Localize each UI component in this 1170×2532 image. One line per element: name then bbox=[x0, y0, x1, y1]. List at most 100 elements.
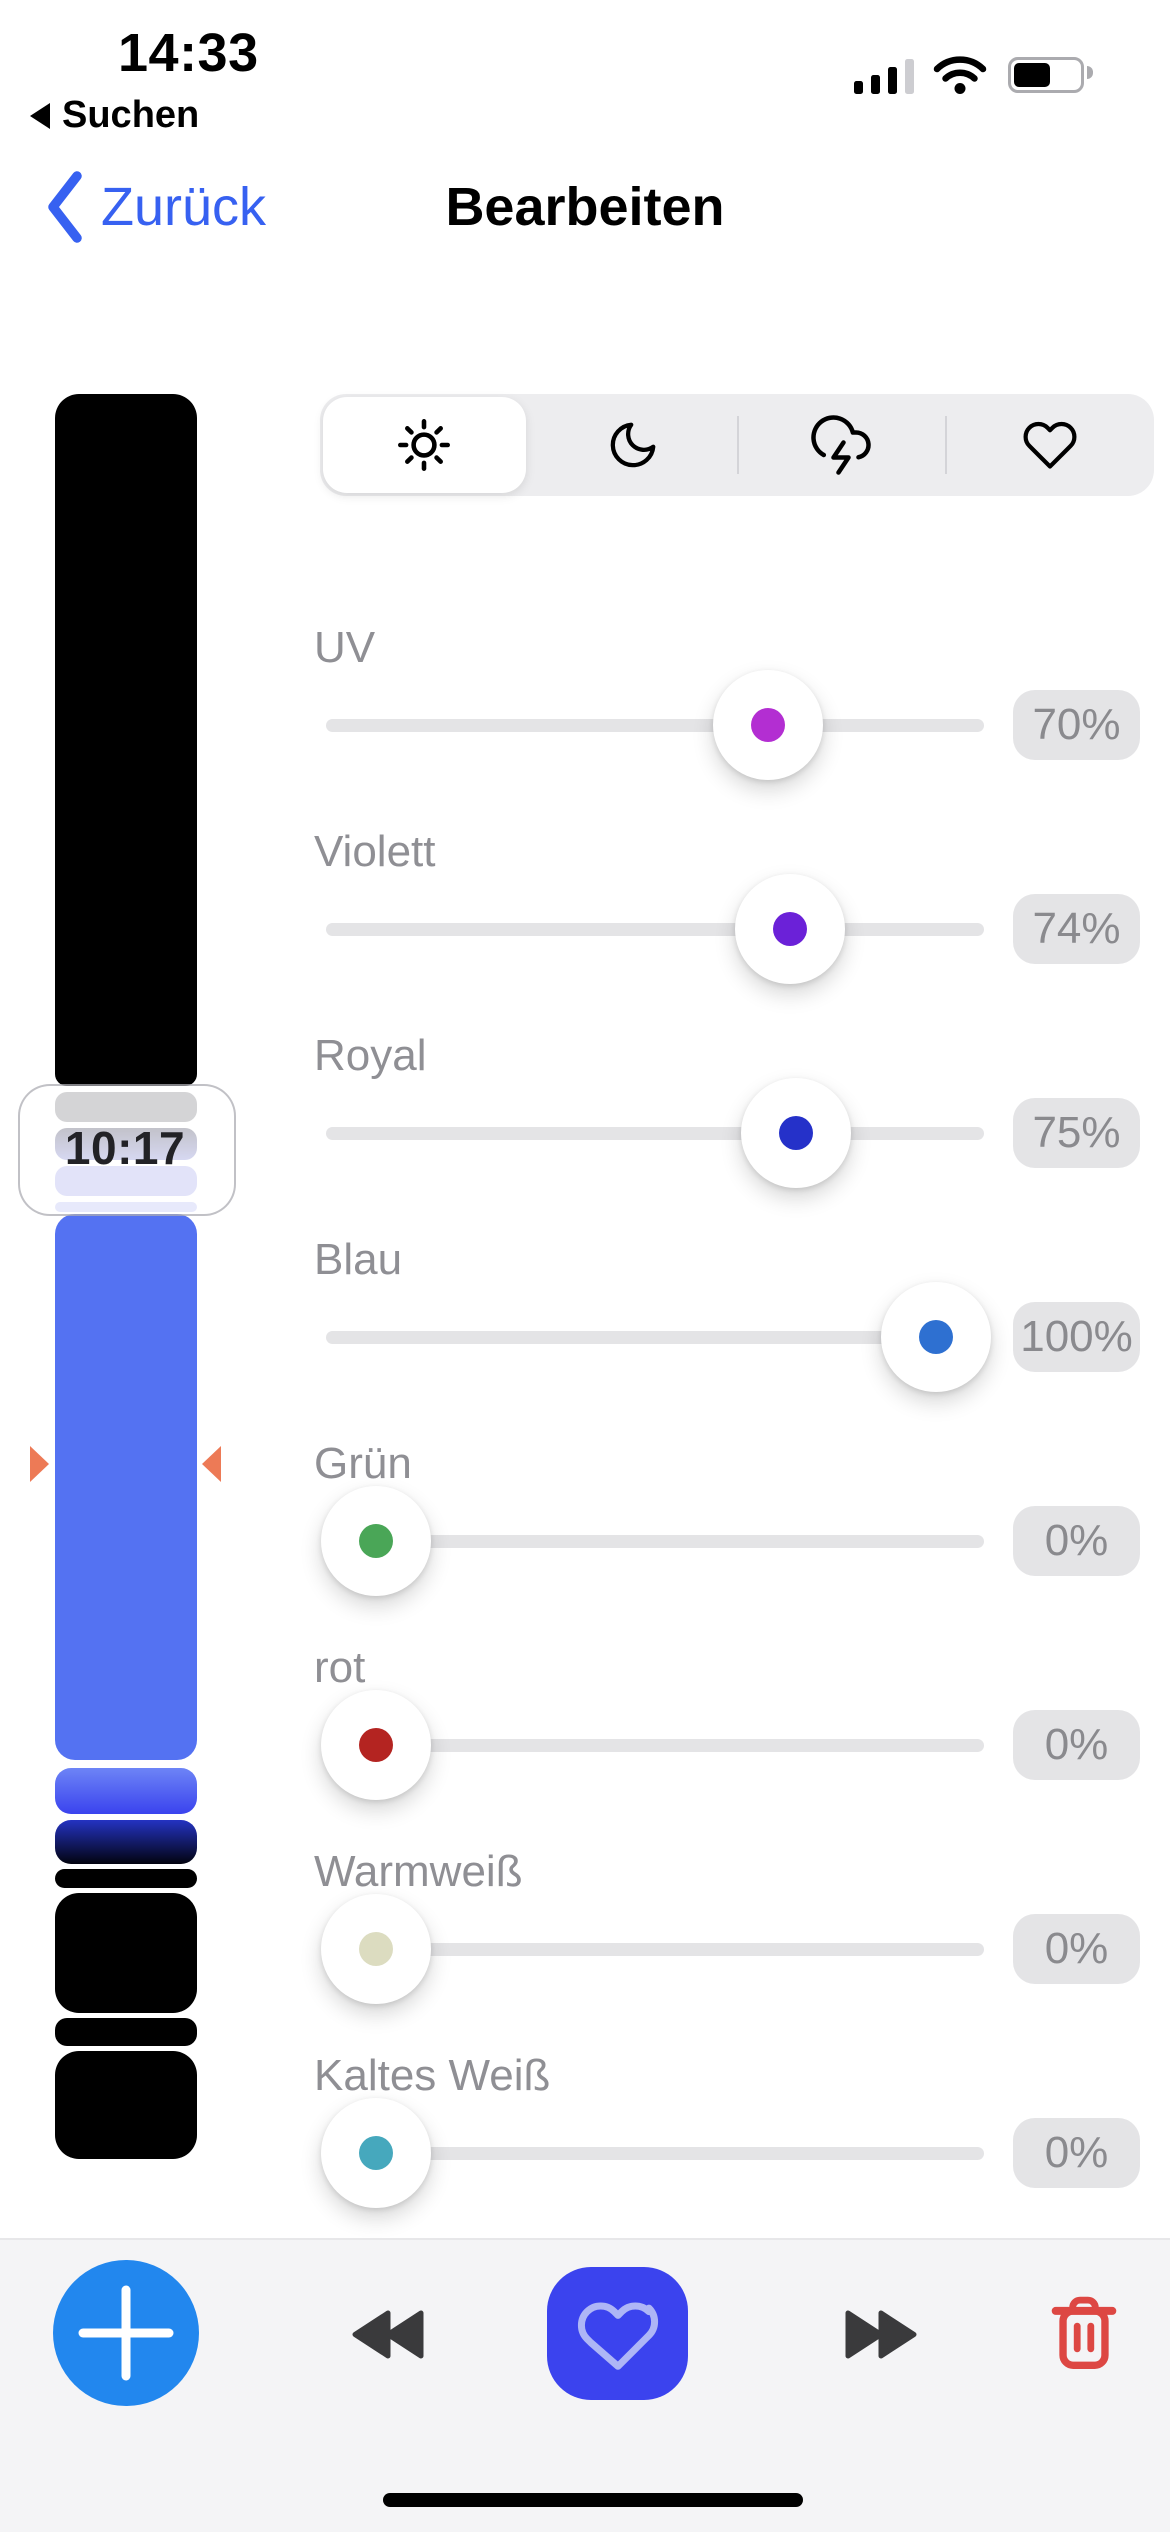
slider-row-uv: UV 70% bbox=[0, 623, 1170, 793]
slider-thumb[interactable] bbox=[741, 1078, 851, 1188]
slider-value-badge: 0% bbox=[1013, 2118, 1140, 2188]
timeline-segment bbox=[55, 1166, 197, 1196]
slider-label: UV bbox=[314, 623, 376, 672]
add-button[interactable] bbox=[53, 2260, 199, 2406]
timeline-bar[interactable] bbox=[55, 394, 197, 2159]
timeline-segment bbox=[55, 1202, 197, 1212]
timeline-segment bbox=[55, 394, 197, 1086]
slider-thumb-dot bbox=[773, 912, 808, 946]
slider-value-badge: 0% bbox=[1013, 1914, 1140, 1984]
timeline-segment bbox=[55, 1214, 197, 1760]
timeline-segment bbox=[55, 2051, 197, 2159]
slider-row-violett: Violett 74% bbox=[0, 827, 1170, 997]
slider-value-badge: 75% bbox=[1013, 1098, 1140, 1168]
rewind-icon bbox=[352, 2310, 424, 2359]
slider-row-kaltesweiss: Kaltes Weiß 0% bbox=[0, 2051, 1170, 2221]
slider-row-blau: Blau 100% bbox=[0, 1235, 1170, 1405]
timeline-time-pill[interactable] bbox=[18, 1084, 236, 1216]
timeline-segment bbox=[55, 1893, 197, 2013]
slider-track[interactable] bbox=[326, 1943, 984, 1956]
slider-value-badge: 70% bbox=[1013, 690, 1140, 760]
plus-icon bbox=[78, 2285, 174, 2381]
slider-label: Grün bbox=[314, 1439, 412, 1488]
battery-icon bbox=[1008, 57, 1084, 93]
timeline-segment bbox=[55, 1820, 197, 1864]
favorite-button[interactable] bbox=[547, 2267, 688, 2400]
slider-row-rot: rot 0% bbox=[0, 1643, 1170, 1813]
timeline-marker-right-icon[interactable] bbox=[202, 1446, 221, 1482]
slider-track[interactable] bbox=[326, 1535, 984, 1548]
back-to-app-breadcrumb[interactable]: Suchen bbox=[30, 94, 199, 137]
fast-forward-icon bbox=[845, 2310, 917, 2359]
slider-row-warmweiss: Warmweiß 0% bbox=[0, 1847, 1170, 2017]
slider-row-gruen: Grün 0% bbox=[0, 1439, 1170, 1609]
timeline-segment bbox=[55, 1128, 197, 1160]
slider-thumb-dot bbox=[359, 1524, 393, 1558]
page-title: Bearbeiten bbox=[445, 177, 725, 237]
tab-favorites[interactable] bbox=[946, 394, 1155, 496]
slider-thumb[interactable] bbox=[735, 874, 846, 984]
back-button[interactable]: Zurück bbox=[45, 170, 266, 244]
fast-forward-button[interactable] bbox=[845, 2310, 917, 2364]
slider-thumb[interactable] bbox=[881, 1282, 991, 1392]
timeline-segment bbox=[55, 1768, 197, 1814]
back-button-label: Zurück bbox=[101, 177, 267, 237]
slider-label: Violett bbox=[314, 827, 436, 876]
battery-fill bbox=[1014, 63, 1050, 87]
slider-thumb[interactable] bbox=[321, 1690, 431, 1800]
slider-label: Warmweiß bbox=[314, 1847, 523, 1896]
chevron-left-icon bbox=[48, 171, 82, 243]
back-to-app-label: Suchen bbox=[62, 94, 200, 136]
tab-day-mode[interactable] bbox=[320, 394, 529, 496]
slider-label: Blau bbox=[314, 1235, 403, 1284]
slider-thumb[interactable] bbox=[321, 1894, 431, 2004]
mode-segmented-control bbox=[320, 394, 1154, 496]
slider-thumb-dot bbox=[919, 1320, 953, 1354]
timeline-segment bbox=[55, 1869, 197, 1888]
slider-value-badge: 0% bbox=[1013, 1710, 1140, 1780]
timeline-segment bbox=[55, 1092, 197, 1122]
heart-icon bbox=[1023, 421, 1077, 469]
slider-track[interactable] bbox=[326, 1127, 984, 1140]
cellular-signal-icon bbox=[854, 57, 916, 94]
slider-track[interactable] bbox=[326, 2147, 984, 2160]
slider-thumb[interactable] bbox=[321, 2098, 431, 2208]
slider-track[interactable] bbox=[326, 1331, 984, 1344]
timeline-current-time: 10:17 bbox=[64, 1122, 186, 1174]
slider-thumb-dot bbox=[359, 1728, 393, 1762]
slider-thumb[interactable] bbox=[713, 670, 823, 780]
cloud-bolt-icon bbox=[811, 415, 872, 475]
segment-divider bbox=[945, 416, 947, 474]
segment-divider bbox=[737, 416, 739, 474]
wifi-icon bbox=[932, 53, 988, 100]
slider-row-royal: Royal 75% bbox=[0, 1031, 1170, 1201]
status-time: 14:33 bbox=[118, 23, 259, 83]
timeline-marker-left-icon[interactable] bbox=[30, 1446, 49, 1482]
slider-track[interactable] bbox=[326, 719, 984, 732]
slider-track[interactable] bbox=[326, 1739, 984, 1752]
tab-storm-mode[interactable] bbox=[737, 394, 946, 496]
delete-button[interactable] bbox=[1050, 2294, 1118, 2377]
slider-thumb-dot bbox=[359, 1932, 393, 1966]
rewind-button[interactable] bbox=[352, 2310, 424, 2364]
timeline-segment bbox=[55, 2018, 197, 2046]
slider-value-badge: 0% bbox=[1013, 1506, 1140, 1576]
trash-icon bbox=[1051, 2296, 1117, 2369]
slider-thumb[interactable] bbox=[321, 1486, 431, 1596]
battery-cap bbox=[1087, 66, 1093, 79]
home-indicator[interactable] bbox=[383, 2493, 803, 2507]
heart-icon bbox=[577, 2302, 658, 2370]
tab-night-mode[interactable] bbox=[529, 394, 738, 496]
selected-segment-background bbox=[323, 397, 526, 493]
slider-value-badge: 74% bbox=[1013, 894, 1140, 964]
slider-value-badge: 100% bbox=[1013, 1302, 1140, 1372]
slider-label: Kaltes Weiß bbox=[314, 2051, 551, 2100]
slider-thumb-dot bbox=[779, 1116, 813, 1150]
slider-thumb-dot bbox=[359, 2136, 393, 2170]
slider-track[interactable] bbox=[326, 923, 984, 936]
back-triangle-icon bbox=[30, 102, 50, 129]
slider-label: Royal bbox=[314, 1031, 427, 1080]
slider-label: rot bbox=[314, 1643, 366, 1692]
sun-icon bbox=[398, 419, 451, 471]
